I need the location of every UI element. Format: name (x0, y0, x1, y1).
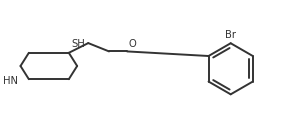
Text: SH: SH (71, 39, 85, 50)
Text: HN: HN (3, 76, 18, 86)
Text: O: O (129, 39, 136, 49)
Text: Br: Br (225, 30, 236, 40)
